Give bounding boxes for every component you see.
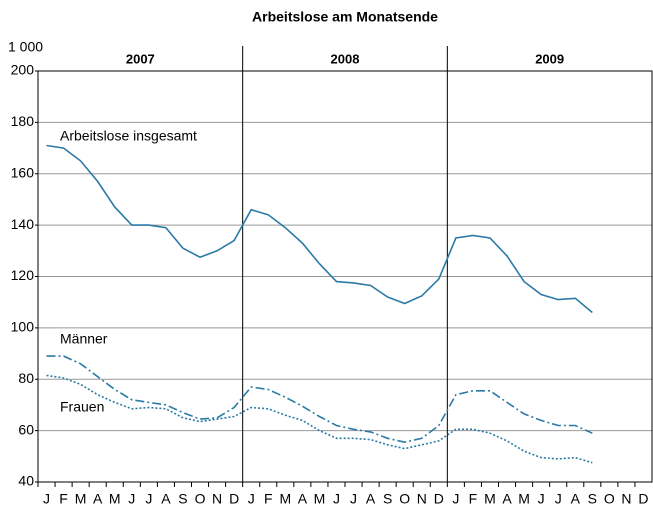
x-tick-label: O [604, 491, 615, 507]
x-tick-label: M [314, 491, 326, 507]
x-tick-label: S [588, 491, 597, 507]
year-label: 2007 [126, 51, 155, 66]
x-tick-label: J [452, 491, 459, 507]
y-tick-label: 100 [11, 319, 35, 335]
x-tick-label: M [109, 491, 121, 507]
x-tick-label: A [502, 491, 512, 507]
x-tick-label: F [469, 491, 478, 507]
y-tick-label: 40 [18, 473, 34, 489]
year-label: 2008 [331, 51, 360, 66]
x-tick-label: M [75, 491, 87, 507]
x-tick-label: N [621, 491, 631, 507]
series-line [46, 355, 593, 444]
x-tick-label: J [43, 491, 50, 507]
x-tick-label: N [417, 491, 427, 507]
x-tick-label: J [350, 491, 357, 507]
x-tick-label: F [264, 491, 273, 507]
chart-title: Arbeitslose am Monatsende [252, 9, 438, 25]
x-tick-label: O [399, 491, 410, 507]
y-tick-label: 160 [11, 164, 35, 180]
x-tick-label: A [366, 491, 376, 507]
y-tick-label: 200 [11, 62, 35, 78]
y-tick-label: 80 [18, 370, 34, 386]
series-label: Arbeitslose insgesamt [60, 128, 197, 144]
year-label: 2009 [535, 51, 564, 66]
x-tick-label: M [484, 491, 496, 507]
series-line [46, 144, 593, 314]
unit-label: 1 000 [8, 39, 43, 55]
x-tick-label: D [434, 491, 444, 507]
x-tick-label: S [178, 491, 187, 507]
x-tick-label: A [571, 491, 581, 507]
x-tick-label: N [212, 491, 222, 507]
x-tick-label: J [333, 491, 340, 507]
x-tick-label: J [248, 491, 255, 507]
y-tick-label: 120 [11, 267, 35, 283]
x-tick-label: M [279, 491, 291, 507]
x-tick-label: M [518, 491, 530, 507]
y-tick-label: 140 [11, 216, 35, 232]
x-tick-label: J [538, 491, 545, 507]
series-line [46, 374, 593, 464]
x-tick-label: O [195, 491, 206, 507]
x-tick-label: J [128, 491, 135, 507]
x-tick-label: S [383, 491, 392, 507]
x-tick-label: A [161, 491, 171, 507]
series-label: Männer [60, 331, 108, 347]
x-tick-label: A [298, 491, 308, 507]
x-tick-label: A [93, 491, 103, 507]
y-tick-label: 180 [11, 113, 35, 129]
x-tick-label: F [59, 491, 68, 507]
y-tick-label: 60 [18, 421, 34, 437]
x-tick-label: D [638, 491, 648, 507]
x-tick-label: J [145, 491, 152, 507]
x-tick-label: J [555, 491, 562, 507]
series-label: Frauen [60, 399, 104, 415]
x-tick-label: D [229, 491, 239, 507]
